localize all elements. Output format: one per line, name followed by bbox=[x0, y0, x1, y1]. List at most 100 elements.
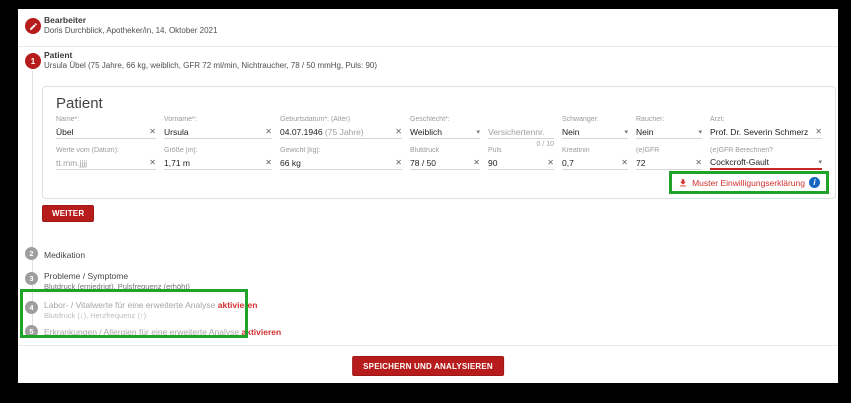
bearbeiter-subtitle: Doris Durchblick, Apotheker/in, 14. Okto… bbox=[44, 26, 218, 35]
geschlecht-select: Geschlecht*: Weiblich ▾ bbox=[410, 116, 480, 139]
field-label: Raucher: bbox=[636, 116, 665, 123]
kreatinin-input[interactable]: 0,7 ✕ bbox=[562, 156, 628, 170]
werte-vom-datum-input[interactable]: tt.mm.jjjj ✕ bbox=[56, 156, 156, 170]
step-5-title: Erkrankungen / Allergien für eine erweit… bbox=[44, 327, 282, 337]
bearbeiter-title: Bearbeiter bbox=[44, 15, 87, 25]
consent-template-link[interactable]: Muster Einwilligungserklärung bbox=[692, 177, 805, 188]
egfr-berechnen-dropdown[interactable]: Cockcroft-Gault ▾ bbox=[710, 156, 822, 170]
patient-step-title: Patient bbox=[44, 50, 73, 60]
schwanger-select: Schwanger: Nein ▾ bbox=[562, 116, 628, 139]
field-label: Blutdruck bbox=[410, 147, 440, 154]
clear-icon[interactable]: ✕ bbox=[265, 127, 272, 136]
step-4-icon[interactable]: 4 bbox=[25, 301, 38, 314]
field-label: Geburtsdatum*: (Alter) bbox=[280, 116, 351, 123]
egfr-berechnen-select: (e)GFR Berechnen? Cockcroft-Gault ▾ bbox=[710, 147, 822, 170]
field-label: Puls bbox=[488, 147, 502, 154]
pencil-icon bbox=[29, 22, 37, 30]
chevron-down-icon: ▾ bbox=[698, 128, 702, 136]
clear-icon[interactable]: ✕ bbox=[815, 127, 822, 136]
patient-step-icon[interactable]: 1 bbox=[25, 53, 41, 69]
step-number: 3 bbox=[29, 274, 34, 283]
clear-icon[interactable]: ✕ bbox=[149, 158, 156, 167]
char-counter: 0 / 10 bbox=[536, 141, 554, 148]
card-heading: Patient bbox=[56, 95, 103, 112]
clear-icon[interactable]: ✕ bbox=[265, 158, 272, 167]
arzt-input[interactable]: Prof. Dr. Severin Schmerz ✕ bbox=[710, 125, 822, 139]
step-number: 1 bbox=[30, 56, 36, 66]
step-4-title: Labor- / Vitalwerte für eine erweiterte … bbox=[44, 300, 258, 310]
step-3-title[interactable]: Probleme / Symptome bbox=[44, 271, 129, 281]
field-label: (e)GFR bbox=[636, 147, 660, 154]
werte-vom-datum-field: Werte vom (Datum): tt.mm.jjjj ✕ bbox=[56, 147, 156, 170]
groesse-input[interactable]: 1,71 m ✕ bbox=[164, 156, 272, 170]
bearbeiter-step-icon[interactable] bbox=[25, 18, 41, 34]
field-label: Kreatinin bbox=[562, 147, 590, 154]
step-number: 5 bbox=[29, 327, 34, 336]
schwanger-dropdown[interactable]: Nein ▾ bbox=[562, 125, 628, 139]
chevron-down-icon: ▾ bbox=[624, 128, 628, 136]
versichertennr-input[interactable]: Versichertennr. bbox=[488, 125, 554, 139]
kreatinin-field: Kreatinin 0,7 ✕ bbox=[562, 147, 628, 170]
step-5-icon[interactable]: 5 bbox=[25, 325, 38, 338]
vorname-input[interactable]: Ursula ✕ bbox=[164, 125, 272, 139]
geburtsdatum-input[interactable]: 04.07.1946 (75 Jahre) ✕ bbox=[280, 125, 402, 139]
arzt-field: Arzt: Prof. Dr. Severin Schmerz ✕ bbox=[710, 116, 822, 139]
patient-step-subtitle: Ursula Übel (75 Jahre, 66 kg, weiblich, … bbox=[44, 61, 378, 70]
clear-icon[interactable]: ✕ bbox=[395, 127, 402, 136]
bottom-divider bbox=[18, 345, 838, 346]
clear-icon[interactable]: ✕ bbox=[473, 158, 480, 167]
step-4-subtitle: Blutdruck (↓), Herzfrequenz (↑) bbox=[44, 311, 147, 320]
clear-icon[interactable]: ✕ bbox=[395, 158, 402, 167]
weiter-button[interactable]: WEITER bbox=[42, 205, 95, 222]
gewicht-input[interactable]: 66 kg ✕ bbox=[280, 156, 402, 170]
consent-highlight-box: Muster Einwilligungserklärung i bbox=[669, 171, 829, 194]
step-4-activate-link[interactable]: aktivieren bbox=[217, 300, 258, 310]
clear-icon[interactable]: ✕ bbox=[621, 158, 628, 167]
section-divider bbox=[18, 46, 838, 47]
info-icon[interactable]: i bbox=[809, 177, 820, 188]
egfr-field: (e)GFR 72 ✕ bbox=[636, 147, 702, 170]
step-number: 4 bbox=[29, 303, 34, 312]
step-3-subtitle: Blutdruck (erniedrigt), Pulsfrequenz (er… bbox=[44, 282, 190, 291]
form-row-1: Name*: Übel ✕ Vorname*: Ursula ✕ Geburts… bbox=[56, 116, 822, 148]
stepper-connector-line bbox=[32, 71, 33, 331]
gewicht-field: Gewicht [kg]: 66 kg ✕ bbox=[280, 147, 402, 170]
field-label: Vorname*: bbox=[164, 116, 197, 123]
step-5-activate-link[interactable]: aktivieren bbox=[241, 327, 282, 337]
field-label: Größe [m]: bbox=[164, 147, 198, 154]
geburtsdatum-field: Geburtsdatum*: (Alter) 04.07.1946 (75 Ja… bbox=[280, 116, 402, 139]
step-number: 2 bbox=[29, 249, 34, 258]
field-label: Schwanger: bbox=[562, 116, 599, 123]
puls-field: Puls 90 ✕ bbox=[488, 147, 554, 170]
vorname-field: Vorname*: Ursula ✕ bbox=[164, 116, 272, 139]
raucher-select: Raucher: Nein ▾ bbox=[636, 116, 702, 139]
save-and-analyze-button[interactable]: SPEICHERN UND ANALYSIEREN bbox=[352, 356, 504, 376]
geschlecht-dropdown[interactable]: Weiblich ▾ bbox=[410, 125, 480, 139]
field-label: Gewicht [kg]: bbox=[280, 147, 321, 154]
name-field: Name*: Übel ✕ bbox=[56, 116, 156, 139]
clear-icon[interactable]: ✕ bbox=[547, 158, 554, 167]
step-2-title[interactable]: Medikation bbox=[44, 250, 86, 260]
egfr-input[interactable]: 72 ✕ bbox=[636, 156, 702, 170]
field-label bbox=[488, 116, 554, 125]
step-3-icon[interactable]: 3 bbox=[25, 272, 38, 285]
chevron-down-icon: ▾ bbox=[818, 159, 822, 166]
chevron-down-icon: ▾ bbox=[476, 128, 480, 136]
clear-icon[interactable]: ✕ bbox=[695, 158, 702, 167]
download-icon bbox=[680, 178, 686, 186]
blutdruck-field: Blutdruck 78 / 50 ✕ bbox=[410, 147, 480, 170]
clear-icon[interactable]: ✕ bbox=[149, 127, 156, 136]
puls-input[interactable]: 90 ✕ bbox=[488, 156, 554, 170]
patient-form-card: Patient Name*: Übel ✕ Vorname*: Ursula ✕… bbox=[42, 86, 836, 199]
step-2-icon[interactable]: 2 bbox=[25, 247, 38, 260]
blutdruck-input[interactable]: 78 / 50 ✕ bbox=[410, 156, 480, 170]
form-row-2: Werte vom (Datum): tt.mm.jjjj ✕ Größe [m… bbox=[56, 147, 822, 170]
field-label: Werte vom (Datum): bbox=[56, 147, 119, 154]
app-panel: Bearbeiter Doris Durchblick, Apotheker/i… bbox=[18, 9, 838, 383]
groesse-field: Größe [m]: 1,71 m ✕ bbox=[164, 147, 272, 170]
age-suffix: (75 Jahre) bbox=[324, 126, 364, 137]
name-input[interactable]: Übel ✕ bbox=[56, 125, 156, 139]
field-label: Name*: bbox=[56, 116, 80, 123]
field-label: (e)GFR Berechnen? bbox=[710, 147, 774, 154]
raucher-dropdown[interactable]: Nein ▾ bbox=[636, 125, 702, 139]
